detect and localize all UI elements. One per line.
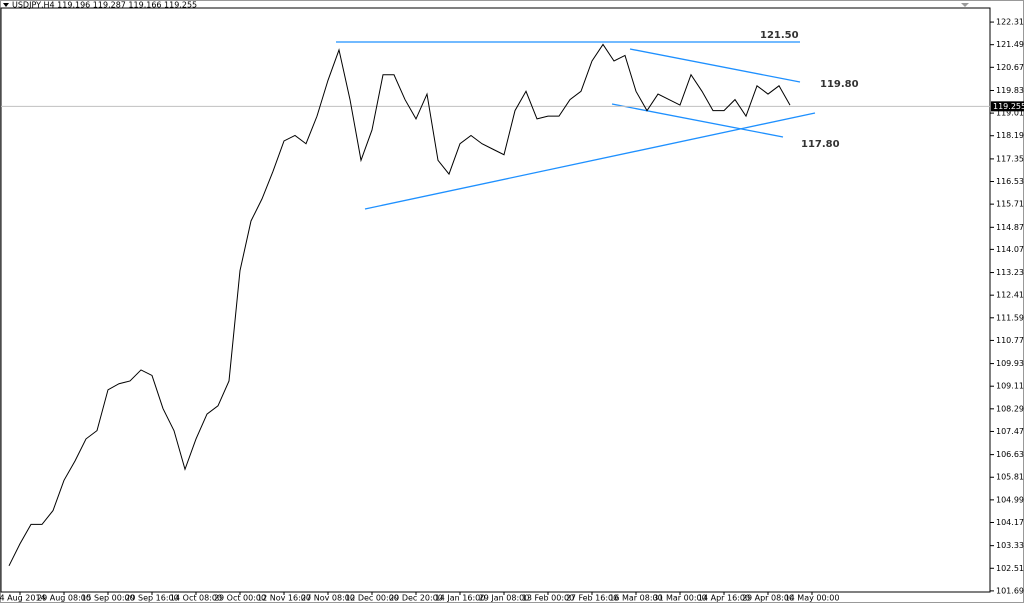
y-tick-label: 102.510 (996, 564, 1024, 573)
x-tick-label: 29 Oct 00:00 (214, 594, 266, 603)
plot-border (0, 7, 991, 593)
y-tick-label: 113.230 (996, 268, 1024, 277)
price-line (8, 43, 791, 567)
x-tick-label: 29 Sep 16:00 (125, 594, 178, 603)
shift-marker[interactable] (961, 3, 969, 7)
y-tick-label: 119.010 (996, 109, 1024, 118)
trend-line (364, 112, 816, 210)
trend-line (611, 103, 784, 138)
y-tick-label: 114.870 (996, 223, 1024, 232)
annotation: 117.80 (801, 139, 840, 150)
menu-arrow[interactable] (3, 3, 9, 7)
x-tick-label: 27 Nov 08:00 (301, 594, 355, 603)
x-tick-label: 14 May 00:00 (785, 594, 840, 603)
current-price-label: 119.255 (993, 102, 1024, 111)
x-tick-label: 27 Feb 16:00 (566, 594, 618, 603)
x-tick-label: 29 Jan 08:00 (479, 594, 530, 603)
y-tick-label: 111.590 (996, 313, 1024, 322)
y-tick-label: 109.930 (996, 359, 1024, 368)
y-tick-label: 121.490 (996, 40, 1024, 49)
y-tick-label: 104.170 (996, 518, 1024, 527)
x-tick-label: 29 Apr 08:00 (742, 594, 794, 603)
current-price-box (991, 101, 1024, 112)
annotation: 119.80 (820, 79, 859, 90)
y-tick-label: 103.330 (996, 541, 1024, 550)
x-tick-label: 14 Jan 16:00 (435, 594, 486, 603)
y-tick-label: 117.350 (996, 154, 1024, 163)
y-tick-label: 108.290 (996, 404, 1024, 413)
y-tick-label: 110.770 (996, 336, 1024, 345)
x-tick-label: 31 Mar 00:00 (653, 594, 706, 603)
x-tick-label: 15 Sep 00:00 (81, 594, 134, 603)
x-tick-label: 12 Nov 16:00 (257, 594, 311, 603)
y-tick-label: 116.530 (996, 177, 1024, 186)
x-tick-label: 29 Dec 20:00 (389, 594, 443, 603)
y-tick-label: 120.670 (996, 63, 1024, 72)
trend-line (629, 48, 801, 83)
y-tick-label: 104.990 (996, 495, 1024, 504)
x-tick-label: 16 Mar 08:00 (609, 594, 662, 603)
y-tick-label: 106.630 (996, 450, 1024, 459)
y-tick-label: 122.310 (996, 18, 1024, 27)
y-tick-label: 119.830 (996, 86, 1024, 95)
x-tick-label: 12 Dec 00:00 (345, 594, 399, 603)
y-tick-label: 112.410 (996, 291, 1024, 300)
y-tick-label: 114.070 (996, 245, 1024, 254)
y-tick-label: 107.470 (996, 427, 1024, 436)
y-tick-label: 101.690 (996, 586, 1024, 595)
x-tick-label: 14 Oct 08:00 (170, 594, 222, 603)
y-tick-label: 115.710 (996, 200, 1024, 209)
annotation: 121.50 (760, 30, 799, 41)
x-tick-label: 14 Aug 2014 (0, 594, 46, 603)
chart-title: USDJPY,H4 119.196 119.287 119.166 119.25… (12, 1, 197, 10)
y-tick-label: 105.810 (996, 473, 1024, 482)
y-tick-label: 109.110 (996, 382, 1024, 391)
y-tick-label: 118.190 (996, 131, 1024, 140)
x-tick-label: 29 Aug 08:00 (37, 594, 91, 603)
x-tick-label: 14 Apr 16:00 (698, 594, 750, 603)
x-tick-label: 13 Feb 00:00 (522, 594, 574, 603)
